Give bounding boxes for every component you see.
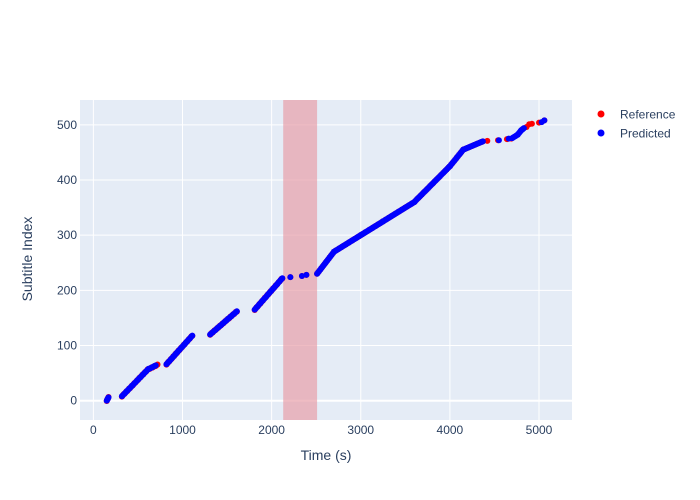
legend-label-reference: Reference	[620, 108, 676, 122]
x-tick-label: 4000	[437, 423, 464, 437]
gridlines	[80, 100, 572, 420]
legend-marker-predicted	[597, 129, 605, 137]
x-tick-labels: 0 1000 2000 3000 4000 5000	[90, 423, 553, 437]
highlight-region	[283, 100, 318, 420]
y-axis-title: Subtitle Index	[19, 217, 35, 302]
predicted-point	[189, 332, 196, 339]
predicted-point	[233, 308, 240, 315]
data-points	[103, 117, 548, 405]
predicted-point	[152, 362, 159, 369]
x-tick-label: 1000	[169, 423, 196, 437]
y-tick-label: 100	[57, 339, 77, 353]
predicted-point	[105, 394, 112, 401]
predicted-point	[520, 125, 527, 132]
predicted-point	[495, 137, 502, 144]
predicted-point	[303, 271, 310, 278]
reference-point	[484, 137, 491, 144]
y-tick-label: 300	[57, 228, 77, 242]
reference-point	[528, 120, 535, 127]
x-tick-label: 0	[90, 423, 97, 437]
predicted-point	[479, 138, 486, 145]
x-tick-label: 5000	[526, 423, 553, 437]
y-tick-label: 500	[57, 118, 77, 132]
legend[interactable]: Reference Predicted	[597, 108, 676, 141]
legend-marker-reference	[597, 110, 605, 118]
x-tick-label: 3000	[347, 423, 374, 437]
y-tick-label: 200	[57, 283, 77, 297]
y-tick-labels: 0 100 200 300 400 500	[57, 118, 77, 408]
x-tick-label: 2000	[258, 423, 285, 437]
predicted-point	[287, 274, 294, 281]
x-axis-title: Time (s)	[301, 447, 352, 463]
predicted-point	[541, 117, 548, 124]
y-tick-label: 400	[57, 173, 77, 187]
legend-label-predicted: Predicted	[620, 127, 671, 141]
y-tick-label: 0	[70, 394, 77, 408]
predicted-point	[279, 275, 286, 282]
